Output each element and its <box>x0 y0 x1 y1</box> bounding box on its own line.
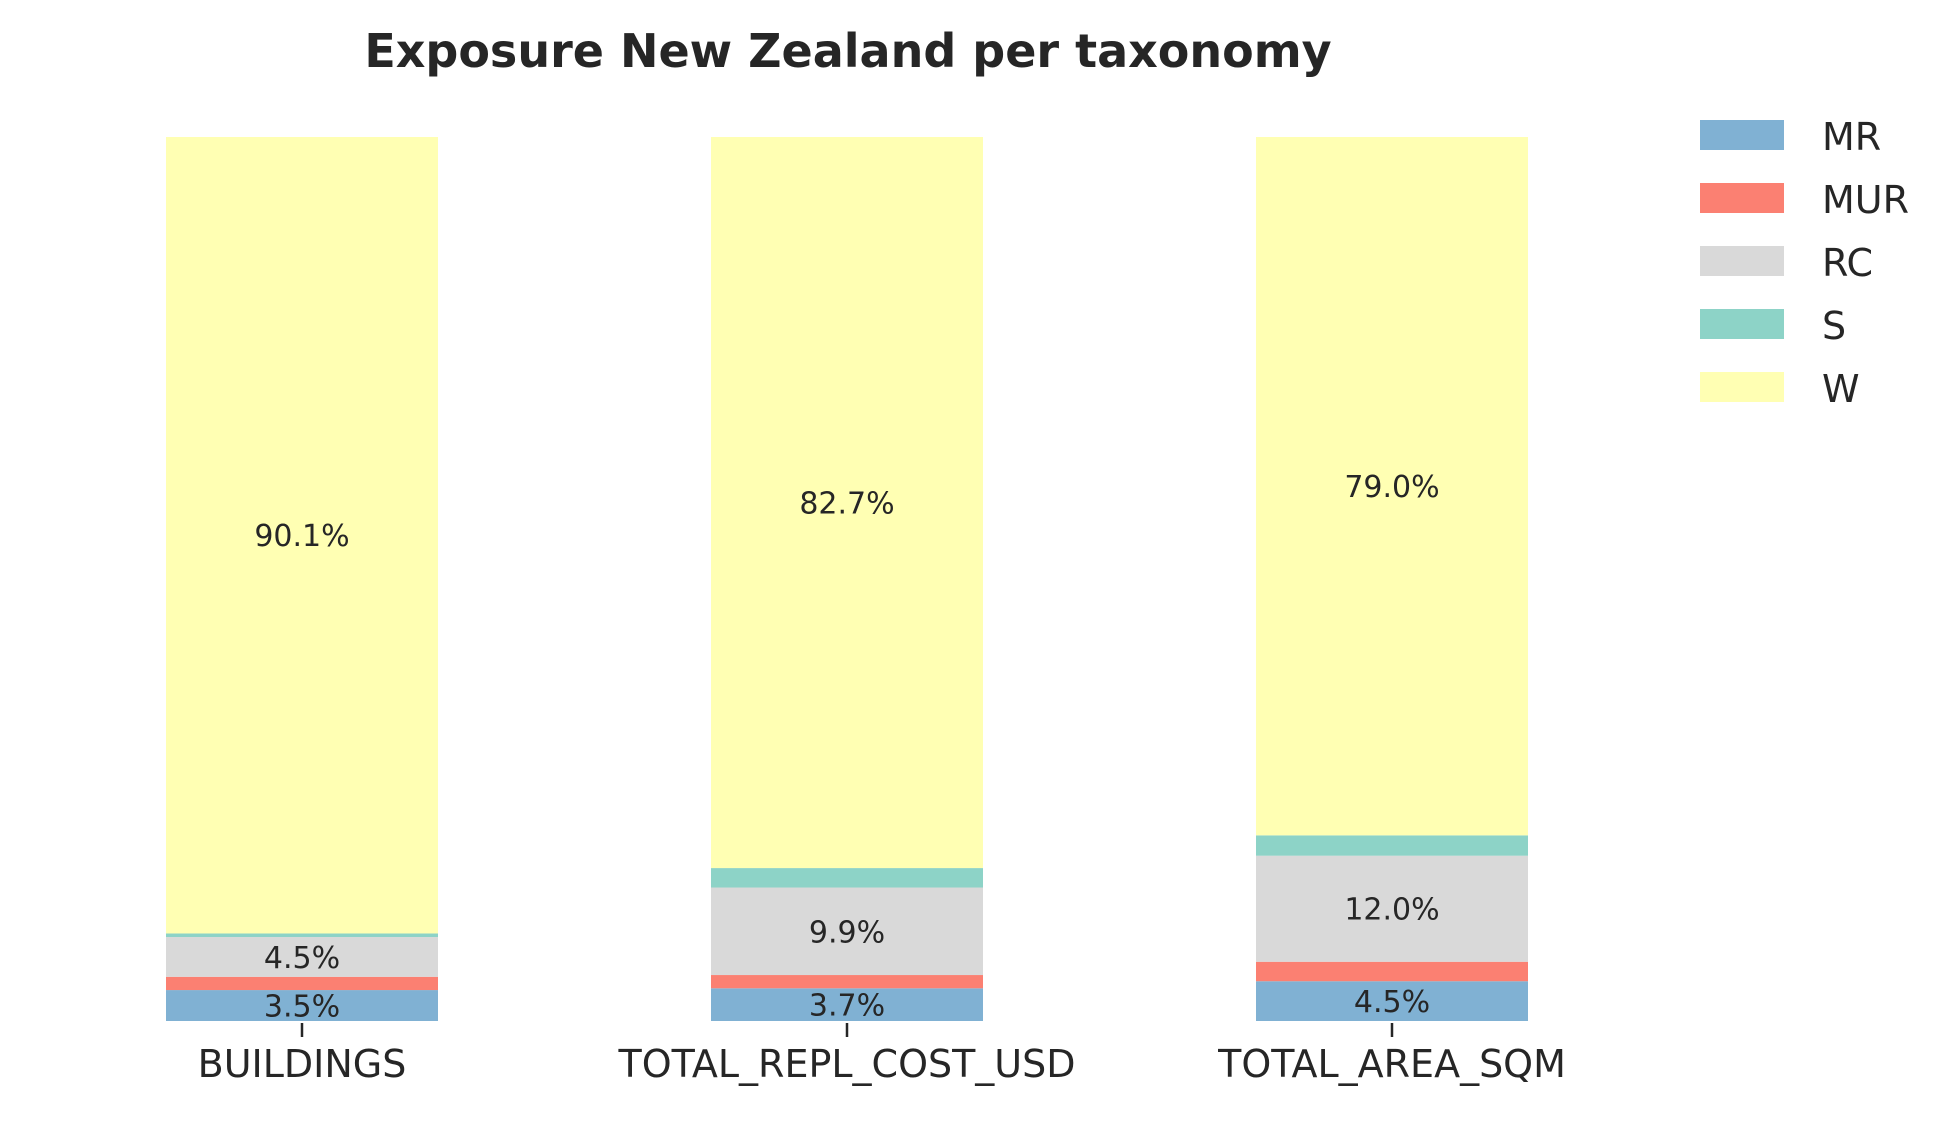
x-tick-label-total-repl-cost-usd: TOTAL_REPL_COST_USD <box>617 1042 1075 1086</box>
data-labels-layer: 3.5% 4.5% 90.1% 3.7% 9.9% 82.7% 4.5% 12.0% 79.0% <box>254 470 1439 1024</box>
data-label-total-repl-cost-usd-rc: 9.9% <box>809 915 885 950</box>
bar-segment-total-repl-cost-usd-w <box>711 137 983 869</box>
bar-segment-total-repl-cost-usd-mr <box>711 988 983 1021</box>
bar-segment-buildings-rc <box>166 937 438 977</box>
data-label-buildings-mr: 3.5% <box>264 990 340 1025</box>
bar-segment-buildings-s <box>166 933 438 938</box>
chart-title: Exposure New Zealand per taxonomy <box>364 24 1331 78</box>
data-label-total-area-sqm-rc: 12.0% <box>1344 893 1439 928</box>
x-tick-label-buildings: BUILDINGS <box>198 1042 407 1086</box>
data-label-total-area-sqm-w: 79.0% <box>1344 470 1439 505</box>
bar-segment-total-area-sqm-w <box>1256 137 1528 836</box>
legend-label-rc: RC <box>1822 241 1873 285</box>
data-label-buildings-w: 90.1% <box>254 519 349 554</box>
data-label-buildings-rc: 4.5% <box>264 941 340 976</box>
data-label-total-repl-cost-usd-w: 82.7% <box>799 487 894 522</box>
data-label-total-repl-cost-usd-mr: 3.7% <box>809 989 885 1024</box>
legend-label-mur: MUR <box>1822 178 1909 222</box>
data-label-total-area-sqm-mr: 4.5% <box>1354 985 1430 1020</box>
bar-segment-total-repl-cost-usd-s <box>711 868 983 888</box>
x-tick-label-total-area-sqm: TOTAL_AREA_SQM <box>1217 1042 1566 1086</box>
legend-swatch-mr <box>1700 120 1784 150</box>
legend-label-w: W <box>1822 367 1860 411</box>
bar-segment-total-repl-cost-usd-rc <box>711 887 983 976</box>
bars-layer <box>166 137 1528 1021</box>
legend-swatch-s <box>1700 309 1784 339</box>
legend-label-s: S <box>1822 304 1846 348</box>
bar-segment-buildings-mr <box>166 990 438 1021</box>
legend-swatch-w <box>1700 372 1784 402</box>
bar-segment-total-area-sqm-mur <box>1256 961 1528 982</box>
legend-swatch-mur <box>1700 183 1784 213</box>
x-axis: BUILDINGS TOTAL_REPL_COST_USD TOTAL_AREA_S… <box>198 1023 1566 1086</box>
legend-label-mr: MR <box>1822 115 1881 159</box>
bar-segment-buildings-w <box>166 137 438 934</box>
bar-segment-buildings-mur <box>166 976 438 991</box>
bar-segment-total-repl-cost-usd-mur <box>711 975 983 989</box>
legend-swatch-rc <box>1700 246 1784 276</box>
bar-segment-total-area-sqm-rc <box>1256 855 1528 962</box>
legend: MR MUR RC SW <box>1700 115 1909 411</box>
bar-segment-total-area-sqm-mr <box>1256 981 1528 1021</box>
bar-segment-total-area-sqm-s <box>1256 835 1528 856</box>
